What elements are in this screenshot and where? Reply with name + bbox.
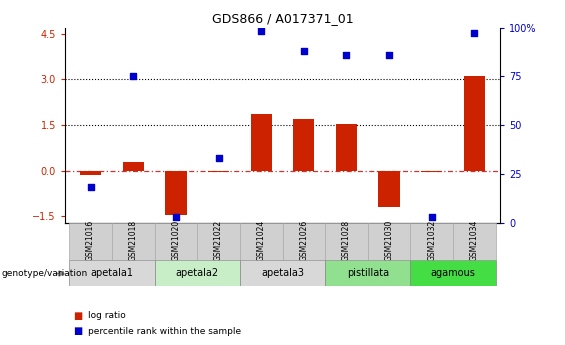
Point [342,52,351,58]
Bar [282,223,325,260]
Text: GSM21022: GSM21022 [214,220,223,261]
Bar [325,260,410,286]
Text: GSM21026: GSM21026 [299,220,308,262]
Point [257,29,266,34]
Text: GSM21024: GSM21024 [257,220,266,262]
Bar [240,223,282,260]
Text: GSM21020: GSM21020 [171,220,180,262]
Bar [240,260,325,286]
Bar [80,171,101,175]
Bar [69,260,155,286]
Bar [197,223,240,260]
Bar [410,260,496,286]
Bar [464,76,485,171]
Bar [155,260,240,286]
Bar [250,115,272,171]
Text: genotype/variation: genotype/variation [1,269,88,278]
Text: GSM21016: GSM21016 [86,220,95,262]
Text: pistillata: pistillata [347,268,389,278]
Text: apetala2: apetala2 [176,268,219,278]
Point [385,52,394,58]
Text: GSM21028: GSM21028 [342,220,351,261]
Text: percentile rank within the sample: percentile rank within the sample [88,327,241,336]
Bar [165,171,186,215]
Bar [368,223,410,260]
Bar [453,223,496,260]
Text: GSM21032: GSM21032 [427,220,436,262]
Bar [410,223,453,260]
Point [470,31,479,36]
Bar [293,119,315,171]
Text: apetala3: apetala3 [261,268,304,278]
Bar [421,171,442,172]
Bar [325,223,368,260]
Bar [69,223,112,260]
Title: GDS866 / A017371_01: GDS866 / A017371_01 [212,12,353,25]
Bar [112,223,155,260]
Text: GSM21018: GSM21018 [129,220,138,261]
Bar [336,124,357,171]
Text: GSM21034: GSM21034 [470,220,479,262]
Bar [123,161,144,171]
Text: apetala1: apetala1 [90,268,133,278]
Bar [379,171,400,207]
Point [299,48,308,54]
Bar [208,171,229,172]
Point [129,73,138,79]
Text: ■: ■ [73,311,82,321]
Text: GSM21030: GSM21030 [385,220,394,262]
Text: agamous: agamous [431,268,476,278]
Text: ■: ■ [73,326,82,336]
Point [427,214,436,219]
Point [86,185,95,190]
Point [171,214,180,219]
Point [214,156,223,161]
Text: log ratio: log ratio [88,311,125,320]
Bar [155,223,197,260]
